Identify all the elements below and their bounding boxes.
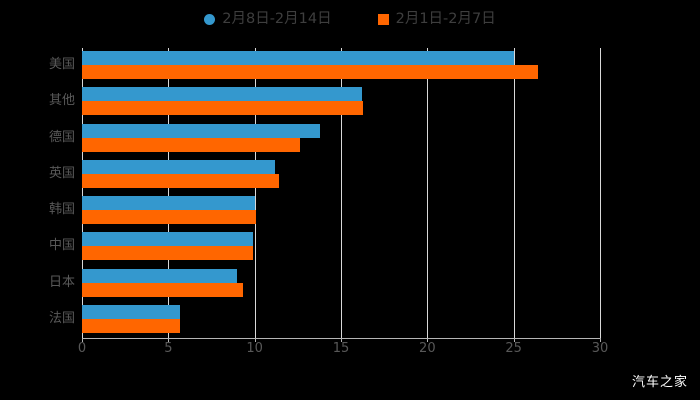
- x-axis-tick-label: 10: [246, 341, 263, 356]
- bar[interactable]: [82, 210, 257, 225]
- gridline: [168, 48, 170, 338]
- gridline: [82, 48, 83, 338]
- bar[interactable]: [82, 65, 538, 80]
- bar[interactable]: [82, 304, 181, 319]
- bar[interactable]: [82, 268, 238, 283]
- y-axis-category-label: 其他: [48, 93, 75, 109]
- bar[interactable]: [82, 282, 243, 297]
- y-axis-category-label: 法国: [48, 310, 75, 326]
- bar[interactable]: [82, 159, 276, 174]
- bar[interactable]: [82, 173, 279, 188]
- bar[interactable]: [82, 51, 514, 66]
- y-axis-category-label: 中国: [48, 238, 75, 254]
- x-axis-tick-mark: [254, 338, 256, 342]
- legend-label-series-1: 2月8日-2月14日: [222, 11, 332, 27]
- y-axis-category-label: 日本: [48, 274, 75, 290]
- chart-legend: 2月8日-2月14日 2月1日-2月7日: [0, 8, 700, 30]
- y-axis-category-label: 美国: [48, 57, 75, 73]
- gridline: [341, 48, 342, 338]
- gridline: [600, 48, 601, 338]
- bar[interactable]: [82, 232, 253, 247]
- x-axis-tick-mark: [600, 338, 601, 342]
- gridline: [513, 48, 515, 338]
- legend-label-series-2: 2月1日-2月7日: [395, 11, 496, 27]
- y-axis-category-label: 韩国: [48, 202, 75, 218]
- y-axis-category-labels: 美国其他德国英国韩国中国日本法国: [0, 48, 75, 338]
- x-axis-tick-label: 0: [77, 341, 87, 356]
- x-axis-tick-label: 5: [164, 341, 173, 356]
- bar[interactable]: [82, 246, 253, 261]
- bar[interactable]: [82, 123, 321, 138]
- gridline: [254, 48, 256, 338]
- x-axis-tick-mark: [168, 338, 170, 342]
- bar[interactable]: [82, 87, 362, 102]
- x-axis-tick-mark: [82, 338, 83, 342]
- bar[interactable]: [82, 318, 181, 333]
- watermark: 汽车之家: [631, 375, 688, 390]
- bar-series-group: [82, 48, 600, 338]
- bar[interactable]: [82, 137, 300, 152]
- bar[interactable]: [82, 101, 364, 116]
- x-axis-tick-labels: 0 5 10 15 20 25 30: [0, 341, 700, 361]
- plot-area: [82, 48, 601, 338]
- legend-circle-marker-icon: [204, 13, 216, 25]
- x-axis-tick-label: 20: [419, 341, 436, 356]
- gridlines: [82, 48, 601, 338]
- x-axis-tick-label: 30: [591, 341, 609, 356]
- x-axis-tick-mark: [427, 338, 429, 342]
- legend-item-series-1[interactable]: 2月8日-2月14日: [204, 11, 332, 27]
- x-axis-tick-mark: [513, 338, 515, 342]
- x-axis-tick-label: 25: [505, 341, 522, 356]
- gridline: [427, 48, 429, 338]
- y-axis-category-label: 英国: [48, 165, 75, 181]
- bar[interactable]: [82, 196, 255, 211]
- legend-square-marker-icon: [377, 13, 389, 25]
- y-axis-category-label: 德国: [48, 129, 75, 145]
- x-axis-tick-mark: [341, 338, 342, 342]
- x-axis-tick-label: 15: [332, 341, 350, 356]
- legend-item-series-2[interactable]: 2月1日-2月7日: [377, 11, 496, 27]
